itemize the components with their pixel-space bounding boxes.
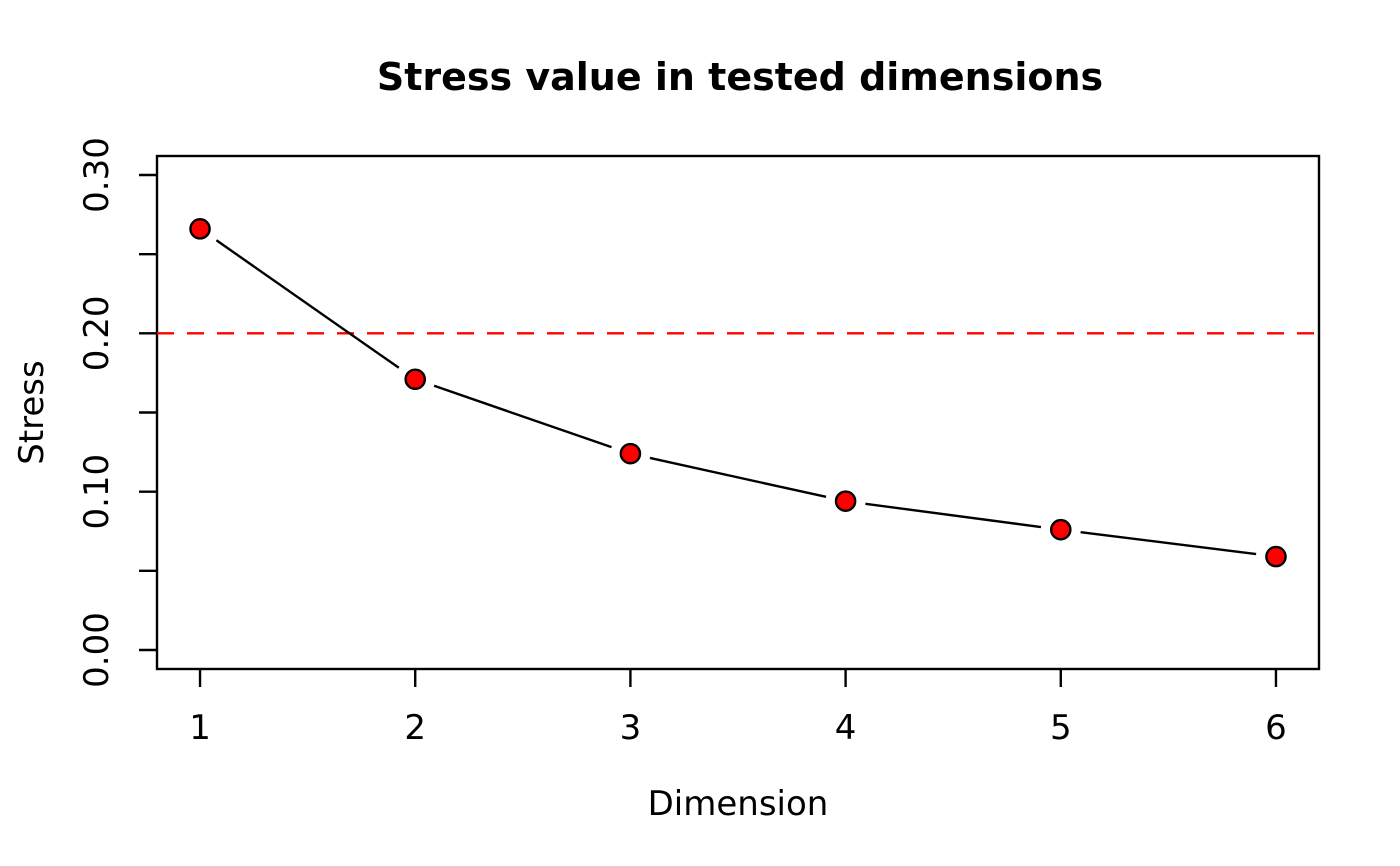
y-tick-label: 0.10: [77, 454, 117, 530]
data-point-dim-2: [404, 368, 427, 391]
series-segment: [649, 456, 827, 499]
y-tick-label: 0.20: [77, 295, 117, 371]
x-tick-label: 6: [1265, 708, 1287, 748]
y-tick-label: 0.00: [77, 612, 117, 688]
chart-title: Stress value in tested dimensions: [377, 55, 1103, 99]
data-point-dim-1: [189, 218, 211, 240]
data-point-dim-6: [1265, 545, 1287, 568]
x-tick-label: 2: [404, 708, 426, 748]
x-tick-label: 3: [620, 708, 642, 748]
series-segment: [1080, 530, 1257, 556]
data-point-dim-3: [619, 442, 642, 465]
plot-frame: [155, 154, 1321, 671]
y-axis-label: Stress: [12, 360, 52, 465]
series-segment: [865, 502, 1042, 529]
x-axis-label: Dimension: [648, 784, 829, 824]
series-segment: [215, 239, 400, 369]
x-tick-label: 1: [189, 708, 211, 748]
x-tick-label: 5: [1050, 708, 1072, 748]
series-segment: [433, 384, 612, 449]
y-tick-label: 0.30: [77, 137, 117, 213]
x-tick-label: 4: [835, 708, 857, 748]
data-point-dim-5: [1049, 518, 1072, 541]
data-point-dim-4: [834, 490, 857, 512]
